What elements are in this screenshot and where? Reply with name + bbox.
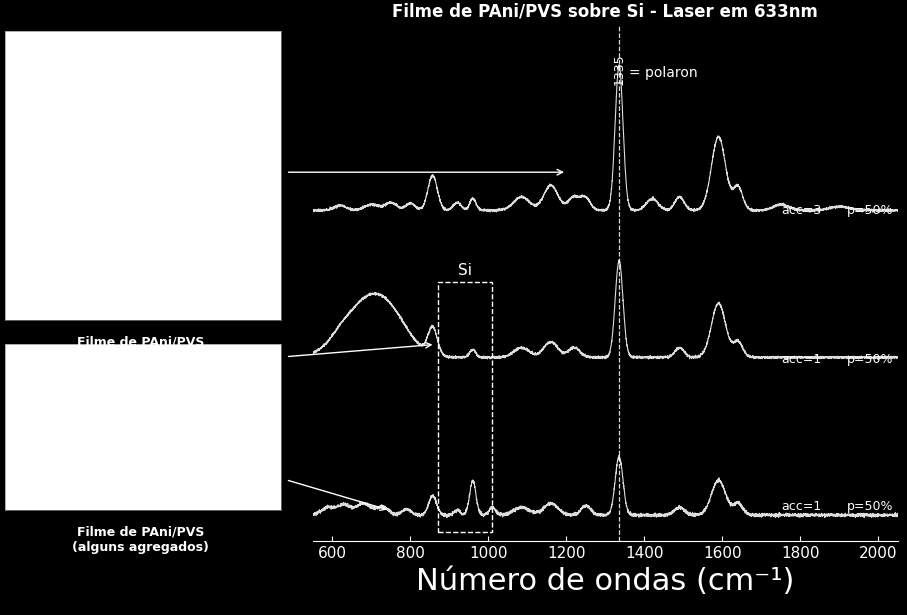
Bar bbox=[438, 282, 493, 531]
Text: 1335: 1335 bbox=[612, 54, 626, 85]
Title: Filme de PAni/PVS sobre Si - Laser em 633nm: Filme de PAni/PVS sobre Si - Laser em 63… bbox=[393, 2, 818, 20]
Text: = polaron: = polaron bbox=[629, 66, 697, 80]
X-axis label: Número de ondas (cm⁻¹): Número de ondas (cm⁻¹) bbox=[416, 566, 795, 595]
Text: acc=3: acc=3 bbox=[781, 204, 821, 217]
Text: p=50%: p=50% bbox=[847, 204, 893, 217]
Text: Si: Si bbox=[458, 263, 472, 278]
Text: acc=1: acc=1 bbox=[781, 500, 821, 513]
Text: acc=1: acc=1 bbox=[781, 353, 821, 366]
Text: Filme de PAni/PVS
(morfologia dominante): Filme de PAni/PVS (morfologia dominante) bbox=[57, 335, 224, 363]
Text: p=50%: p=50% bbox=[847, 353, 893, 366]
Text: Filme de PAni/PVS
(alguns agregados): Filme de PAni/PVS (alguns agregados) bbox=[73, 526, 209, 554]
Text: p=50%: p=50% bbox=[847, 500, 893, 513]
